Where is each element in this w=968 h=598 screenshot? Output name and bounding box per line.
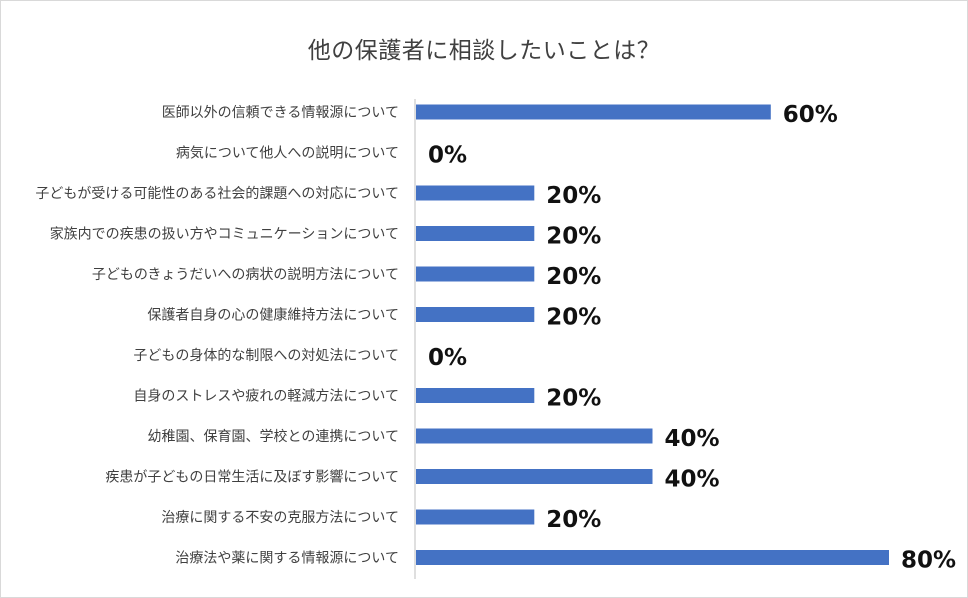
- category-label: 保護者自身の心の健康維持方法について: [147, 307, 399, 324]
- category-label: 子どもが受ける可能性のある社会的課題への対応について: [35, 186, 399, 202]
- chart-title: 他の保護者に相談したいことは？: [307, 38, 661, 64]
- value-label: 20%: [546, 386, 601, 412]
- bar: [416, 266, 535, 282]
- category-label: 幼稚園、保育園、学校との連携について: [148, 428, 399, 445]
- value-label: 80%: [901, 548, 956, 574]
- value-label: 20%: [546, 224, 601, 250]
- category-label: 病気について他人への説明について: [176, 146, 399, 162]
- category-label: 治療法や薬に関する情報源について: [175, 550, 399, 567]
- value-label: 0%: [428, 143, 467, 169]
- category-label: 家族内での疾患の扱い方やコミュニケーションについて: [50, 226, 399, 243]
- category-label: 子どものきょうだいへの病状の説明方法について: [92, 267, 399, 283]
- value-label: 0%: [428, 345, 467, 371]
- value-label: 40%: [665, 467, 720, 493]
- value-label: 20%: [546, 305, 601, 331]
- category-label: 治療に関する不安の克服方法について: [161, 509, 399, 526]
- category-label: 医師以外の信頼できる情報源について: [162, 105, 399, 121]
- bar: [416, 469, 653, 484]
- bar: [416, 307, 535, 322]
- value-label: 20%: [546, 507, 601, 533]
- value-labels: 60% 0% 20% 20% 20% 20% 0% 20% 40% 40% 20% 80%: [428, 102, 956, 574]
- bar: [416, 428, 653, 444]
- bars-group: [416, 104, 889, 565]
- category-label: 子どもの身体的な制限への対処法について: [133, 348, 399, 364]
- value-label: 40%: [665, 426, 720, 452]
- value-label: 60%: [783, 102, 838, 128]
- bar: [416, 104, 771, 120]
- category-label: 自身のストレスや疲れの軽減方法について: [133, 388, 399, 405]
- bar: [416, 550, 889, 565]
- value-label: 20%: [546, 183, 601, 209]
- bar: [416, 388, 535, 403]
- value-label: 20%: [546, 264, 601, 290]
- bar: [416, 226, 535, 241]
- category-labels: 医師以外の信頼できる情報源について病気について他人への説明について子どもが受ける…: [35, 105, 399, 567]
- bar: [416, 185, 535, 201]
- category-label: 疾患が子どもの日常生活に及ぼす影響について: [105, 469, 399, 486]
- bar: [416, 509, 535, 525]
